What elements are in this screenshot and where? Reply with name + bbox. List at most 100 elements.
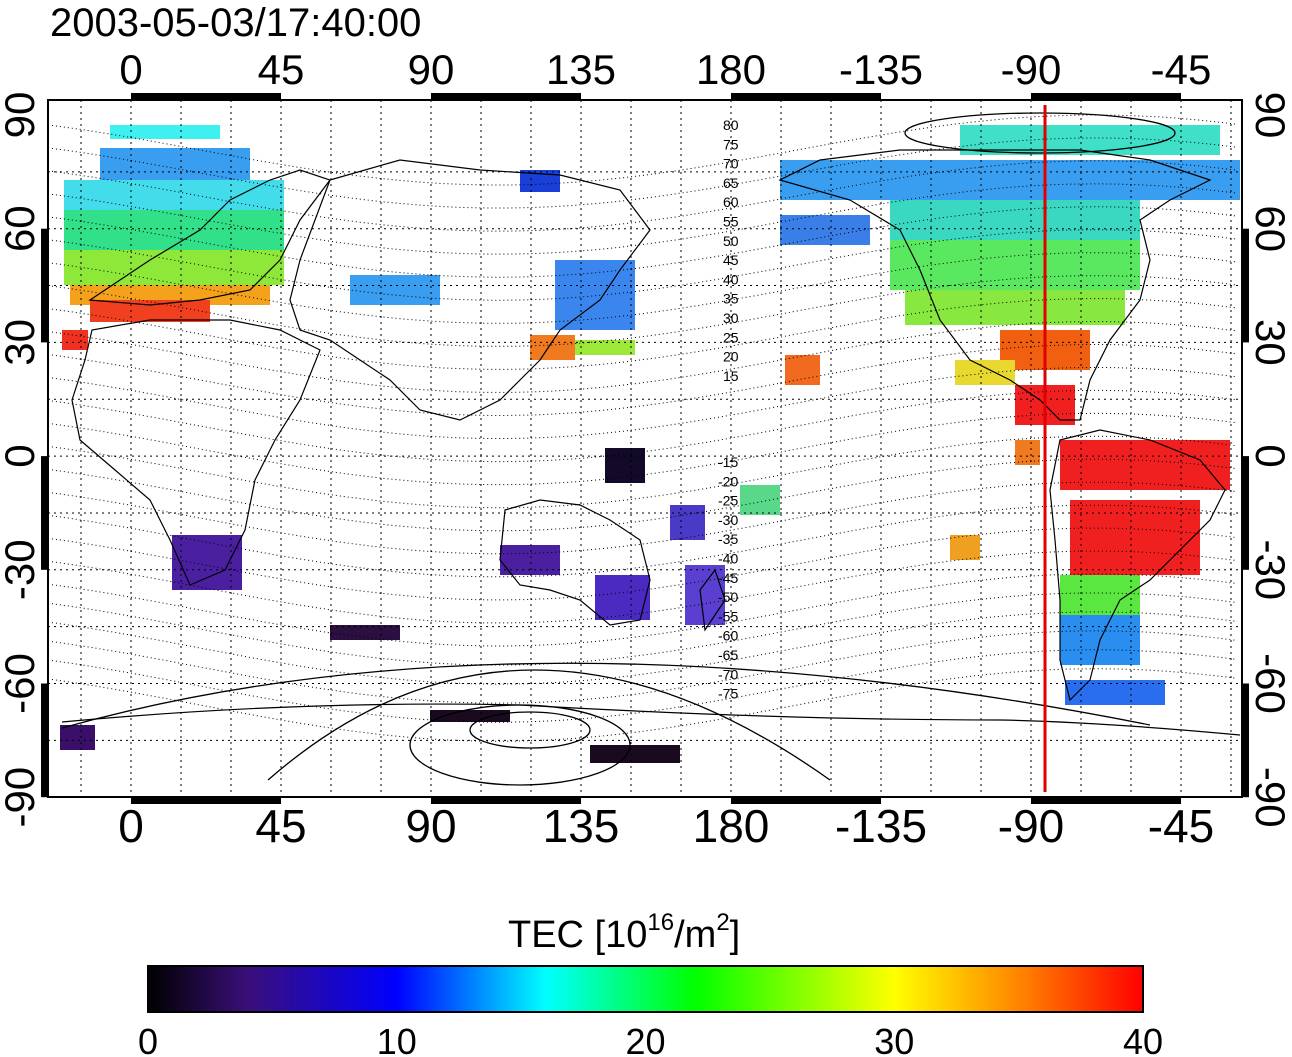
axis-bar [131, 93, 281, 100]
axis-bar [1242, 456, 1249, 570]
tick-label: -135 [835, 800, 927, 852]
contour-label: 30 [723, 310, 739, 326]
axis-bar [1031, 797, 1181, 804]
contour-label: -25 [718, 493, 738, 509]
tick-label: 135 [546, 46, 616, 93]
tick-label: 45 [255, 800, 306, 852]
tick-label: 0 [0, 444, 43, 467]
axis-bar [731, 797, 881, 804]
contour-label: -35 [718, 531, 738, 547]
coastline-south-america [1049, 429, 1226, 702]
left-latitude-labels: 90 60 30 0 -30 -60 -90 [0, 92, 43, 828]
contour-label: 35 [723, 291, 739, 307]
tick-label: 180 [693, 800, 770, 852]
contour-label: -65 [718, 647, 738, 663]
colorbar-tick-label: 40 [1123, 1021, 1163, 1057]
geomagnetic-contour [48, 550, 1237, 624]
contour-label: 65 [723, 175, 739, 191]
tick-label: -90 [998, 800, 1064, 852]
geomagnetic-contour [48, 458, 1237, 532]
contour-label: 25 [723, 329, 739, 345]
geomagnetic-contour [48, 611, 1237, 685]
geomagnetic-contour [48, 344, 1237, 416]
geomagnetic-contour [48, 412, 1237, 486]
contour-label: -40 [718, 551, 738, 567]
geomagnetic-contour [48, 137, 1237, 209]
geomagnetic-pole-contours [61, 112, 1176, 786]
right-latitude-labels: 90 60 30 0 -30 -60 -90 [1247, 92, 1292, 828]
map-graticule [48, 100, 1242, 797]
map-border [47, 99, 1243, 798]
colorbar-title: TEC [1016/m2] [508, 909, 740, 956]
contour-label: -70 [718, 666, 738, 682]
tick-label: -60 [1247, 653, 1292, 714]
colorbar-tick-label: 0 [138, 1021, 158, 1057]
tick-label: 0 [119, 46, 142, 93]
geomagnetic-contour [48, 527, 1237, 601]
coastline-north-america [778, 149, 1212, 421]
axis-bar [41, 228, 48, 343]
contour-label: 40 [723, 271, 739, 287]
colorbar-tick-label: 10 [377, 1021, 417, 1057]
tick-label: 60 [1247, 205, 1292, 252]
contour-label: -45 [718, 570, 738, 586]
contour-label: -20 [718, 473, 738, 489]
geomagnetic-contour [48, 275, 1237, 347]
south-arc-outer [61, 662, 1151, 729]
page-title: 2003-05-03/17:40:00 [50, 1, 421, 45]
tick-label: -90 [1247, 767, 1292, 828]
contour-label: 50 [723, 233, 739, 249]
map-plot-area: 80 75 70 65 60 55 50 45 40 35 30 25 20 15 -15 -20 -25 -3… [47, 99, 1243, 798]
contour-label: 15 [723, 368, 739, 384]
axis-bar [1031, 93, 1181, 100]
axis-bar [41, 456, 48, 570]
coastline-africa [71, 319, 321, 586]
contour-label: -15 [718, 454, 738, 470]
axis-bar [431, 797, 581, 804]
geomagnetic-contour [48, 321, 1237, 393]
geomagnetic-contour [48, 367, 1237, 439]
geomagnetic-contour [48, 649, 1237, 723]
tick-label: 180 [696, 46, 766, 93]
tick-label: 135 [543, 800, 620, 852]
tick-label: -45 [1151, 46, 1212, 93]
geomagnetic-contour [48, 183, 1237, 255]
axis-ticks-bars [41, 93, 1249, 804]
tick-label: 90 [405, 800, 456, 852]
coastlines [61, 149, 1241, 736]
tick-label: -30 [1247, 539, 1292, 600]
contour-label: -30 [718, 512, 738, 528]
tick-label: 30 [1247, 319, 1292, 366]
geomagnetic-contour [48, 252, 1237, 324]
tick-label: 90 [408, 46, 455, 93]
axis-bar [1242, 683, 1249, 798]
tick-label: -90 [1001, 46, 1062, 93]
coastline-antarctica [61, 703, 1241, 736]
south-pole-contour [469, 711, 591, 749]
tick-label: -135 [839, 46, 923, 93]
contour-label: -55 [718, 608, 738, 624]
coastline-europe [88, 169, 331, 306]
tick-label: 90 [0, 92, 43, 139]
tick-label: 30 [0, 319, 43, 366]
axis-bar [431, 93, 581, 100]
geomagnetic-contour [48, 504, 1237, 578]
contour-label: 60 [723, 194, 739, 210]
coastline-australia [499, 499, 651, 626]
colorbar-tick-labels: 0 10 20 30 40 [138, 1021, 1163, 1057]
tick-label: 0 [118, 800, 144, 852]
contour-label: 75 [723, 136, 739, 152]
tick-label: -60 [0, 653, 43, 714]
geomagnetic-contour [48, 630, 1237, 704]
colorbar-gradient [147, 965, 1144, 1013]
contour-label: -50 [718, 589, 738, 605]
colorbar-tick-label: 20 [625, 1021, 665, 1057]
contour-label: 80 [723, 117, 739, 133]
north-contour-labels: 80 75 70 65 60 55 50 45 40 35 30 25 20 15 [723, 117, 739, 384]
south-contour-labels: -15 -20 -25 -30 -35 -40 -45 -50 -55 -60 -65 -70 -75 [718, 454, 738, 702]
axis-bar [131, 797, 281, 804]
axis-bar [41, 683, 48, 798]
tick-label: 60 [0, 205, 43, 252]
geomagnetic-contour [48, 389, 1237, 463]
